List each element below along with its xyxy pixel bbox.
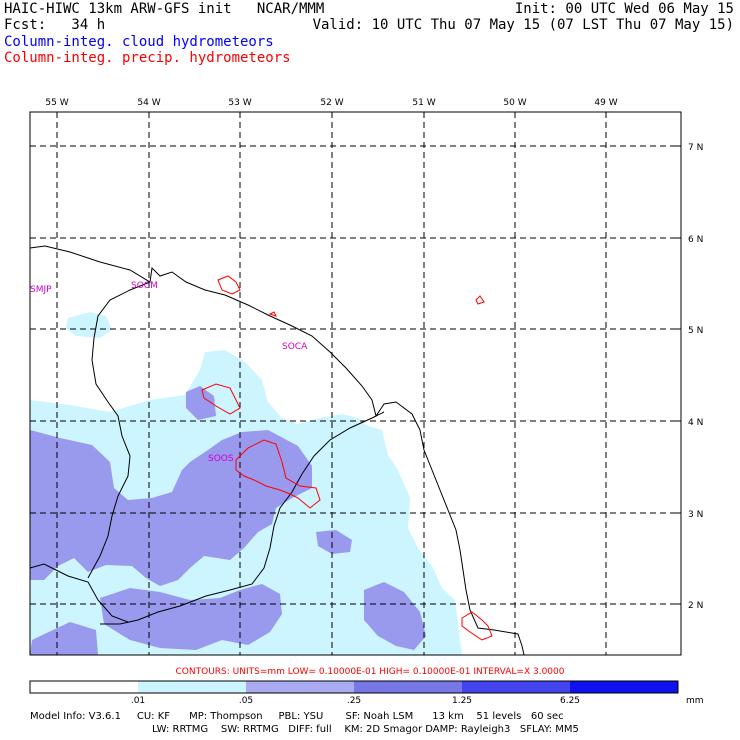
lat-label-3n: 3 N <box>688 510 703 520</box>
lon-label-54w: 54 W <box>137 98 160 108</box>
lon-label-49w: 49 W <box>594 98 617 108</box>
header-title: HAIC-HIWC 13km ARW-GFS init NCAR/MMM <box>4 1 325 17</box>
lat-label-4n: 4 N <box>688 418 703 428</box>
lon-label-55w: 55 W <box>45 98 68 108</box>
lon-label-52w: 52 W <box>320 98 343 108</box>
scale-label-3: 1.25 <box>451 696 473 706</box>
station-soca: SOCA <box>282 342 308 352</box>
lat-label-7n: 7 N <box>688 143 703 153</box>
header-forecast: Fcst: 34 h <box>4 17 106 33</box>
lon-label-50w: 50 W <box>503 98 526 108</box>
model-info-line1: Model Info: V3.6.1 CU: KF MP: Thompson P… <box>30 711 564 722</box>
scale-label-1: .05 <box>238 696 254 706</box>
station-smjp: SMJP <box>30 285 52 295</box>
graticule <box>30 112 681 655</box>
model-info-line2: LW: RRTMG SW: RRTMG DIFF: full KM: 2D Sm… <box>152 724 579 735</box>
cloud-shading-light-2 <box>66 312 112 338</box>
field-precip-label: Column-integ. precip. hydrometeors <box>4 50 291 66</box>
scale-label-0: .01 <box>130 696 146 706</box>
station-soos: SOOS <box>208 454 234 464</box>
cloud-shading-medium-6 <box>30 622 98 655</box>
cloud-shading-medium-3 <box>364 582 426 650</box>
lat-label-6n: 6 N <box>688 235 703 245</box>
scale-units: mm <box>686 696 704 706</box>
cloud-shading-medium-1 <box>30 430 312 586</box>
coastline <box>29 245 525 656</box>
scale-label-2: .25 <box>346 696 362 706</box>
tick-marks <box>56 112 681 605</box>
plot-frame <box>29 111 682 656</box>
lat-label-5n: 5 N <box>688 326 703 336</box>
field-cloud-label: Column-integ. cloud hydrometeors <box>4 34 274 50</box>
header-init: Init: 00 UTC Wed 06 May 15 <box>514 1 734 17</box>
cloud-shading-medium-5 <box>186 386 216 420</box>
color-scale-bar <box>29 680 679 694</box>
station-socm: SOCM <box>131 281 158 291</box>
scale-label-4: 6.25 <box>559 696 581 706</box>
contours-info: CONTOURS: UNITS=mm LOW= 0.10000E-01 HIGH… <box>175 667 565 677</box>
lon-label-51w: 51 W <box>412 98 435 108</box>
header-valid: Valid: 10 UTC Thu 07 May 15 (07 LST Thu … <box>312 17 734 33</box>
cloud-shading-medium-2 <box>100 584 282 650</box>
precip-contours <box>201 275 493 641</box>
cloud-shading-medium-4 <box>316 530 352 554</box>
lon-label-53w: 53 W <box>228 98 251 108</box>
lat-label-2n: 2 N <box>688 601 703 611</box>
